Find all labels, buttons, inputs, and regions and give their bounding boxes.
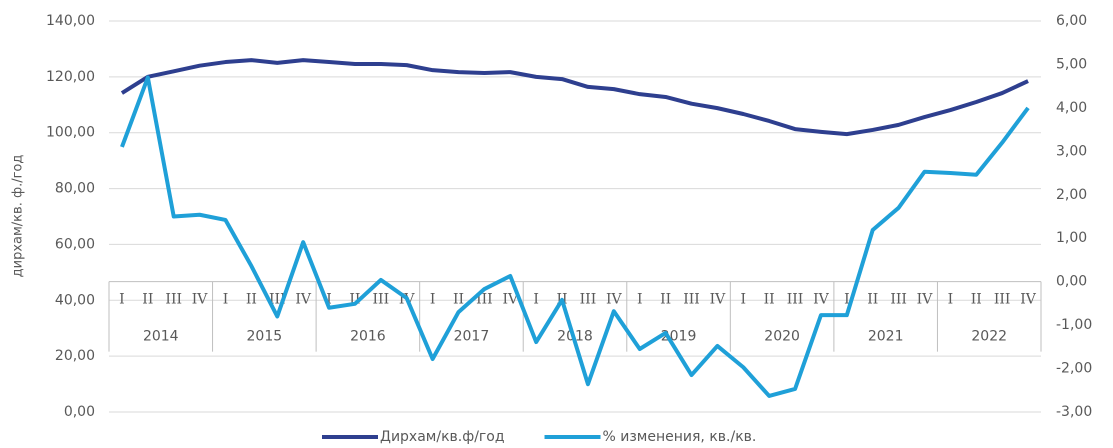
x-tick-label: I — [223, 292, 229, 308]
x-tick-label: IV — [710, 292, 727, 308]
x-tick-label: IV — [502, 292, 519, 308]
y-axis-label: дирхам/кв. ф./год — [11, 155, 26, 278]
legend-label: % изменения, кв./кв. — [603, 429, 757, 445]
x-tick-label: IV — [192, 292, 209, 308]
y-tick-label: 100,00 — [46, 125, 95, 141]
y2-tick-label: 6,00 — [1056, 13, 1087, 29]
y-tick-label: 0,00 — [64, 404, 95, 420]
y2-tick-label: -3,00 — [1056, 404, 1092, 420]
x-tick-label: IV — [606, 292, 623, 308]
x-tick-label: II — [660, 292, 671, 308]
year-label: 2017 — [454, 329, 490, 345]
x-tick-label: II — [349, 292, 360, 308]
x-tick-label: III — [580, 292, 597, 308]
y2-tick-label: 4,00 — [1056, 100, 1087, 116]
year-label: 2014 — [143, 329, 179, 345]
year-label: 2022 — [971, 329, 1007, 345]
x-tick-label: I — [326, 292, 332, 308]
x-tick-label: III — [165, 292, 182, 308]
y2-tick-label: -1,00 — [1056, 317, 1092, 333]
y-tick-label: 140,00 — [46, 13, 95, 29]
y-tick-label: 120,00 — [46, 69, 95, 85]
year-label: 2016 — [350, 329, 386, 345]
year-label: 2015 — [247, 329, 283, 345]
series-line — [120, 75, 1030, 398]
x-tick-label: IV — [813, 292, 830, 308]
y2-tick-label: 1,00 — [1056, 230, 1087, 246]
y-tick-label: 40,00 — [55, 292, 95, 308]
x-tick-label: III — [683, 292, 700, 308]
x-tick-label: II — [142, 292, 153, 308]
y2-tick-label: -2,00 — [1056, 361, 1092, 377]
x-tick-label: I — [637, 292, 643, 308]
x-tick-label: IV — [1020, 292, 1037, 308]
x-tick-label: I — [119, 292, 125, 308]
y2-tick-label: 5,00 — [1056, 56, 1087, 72]
x-tick-label: III — [890, 292, 907, 308]
x-tick-label: III — [787, 292, 804, 308]
legend-label: Дирхам/кв.ф/год — [380, 429, 505, 445]
year-label: 2021 — [868, 329, 904, 345]
x-tick-label: I — [533, 292, 539, 308]
x-tick-label: IV — [917, 292, 934, 308]
series-line — [120, 58, 1029, 137]
y-tick-label: 80,00 — [55, 181, 95, 197]
x-tick-label: I — [430, 292, 436, 308]
x-tick-label: II — [246, 292, 257, 308]
x-tick-label: III — [476, 292, 493, 308]
y-tick-label: 60,00 — [55, 236, 95, 252]
x-tick-label: I — [948, 292, 954, 308]
x-tick-label: III — [994, 292, 1011, 308]
x-tick-label: II — [867, 292, 878, 308]
x-tick-label: II — [971, 292, 982, 308]
y2-tick-label: 0,00 — [1056, 274, 1087, 290]
y-tick-label: 20,00 — [55, 348, 95, 364]
x-tick-label: I — [741, 292, 747, 308]
x-tick-label: IV — [295, 292, 312, 308]
y2-tick-label: 2,00 — [1056, 187, 1087, 203]
x-tick-label: II — [764, 292, 775, 308]
x-tick-label: I — [844, 292, 850, 308]
x-tick-label: III — [373, 292, 390, 308]
y2-tick-label: 3,00 — [1056, 143, 1087, 159]
x-tick-label: II — [453, 292, 464, 308]
year-label: 2020 — [764, 329, 800, 345]
